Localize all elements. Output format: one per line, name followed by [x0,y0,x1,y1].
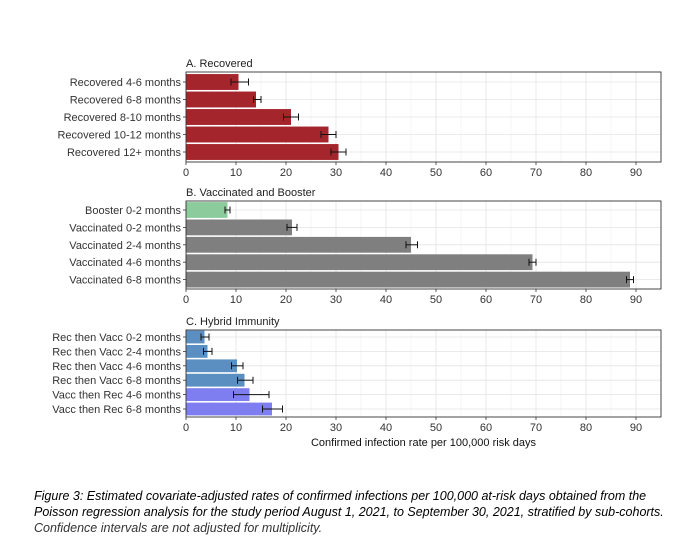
x-tick-label: 40 [380,422,392,434]
x-tick-label: 60 [480,167,492,179]
chart-panel-2: B. Vaccinated and Booster Booster 0-2 mon… [69,187,662,306]
y-tick-label: Recovered 4-6 months [70,77,182,89]
y-tick-label: Rec then Vacc 6-8 months [52,375,181,387]
chart-panel-1: A. Recovered Recovered 4-6 months Recovere… [57,58,662,179]
bar [186,402,272,416]
chart-panel-3: C. Hybrid Immunity Rec then Vacc 0-2 mont… [52,316,662,449]
x-tick-label: 30 [330,167,342,179]
bar [186,126,329,143]
x-tick-label: 70 [530,422,542,434]
panel-border [185,71,662,163]
x-tick-label: 60 [480,422,492,434]
bar [186,373,245,387]
panel-title: C. Hybrid Immunity [186,316,280,328]
panel-title: A. Recovered [186,58,253,70]
x-tick-label: 70 [530,167,542,179]
bar [186,91,256,108]
x-tick-label: 80 [580,167,592,179]
x-tick-label: 0 [183,422,189,434]
x-tick-label: 10 [230,294,242,306]
x-tick-label: 40 [380,167,392,179]
x-tick-label: 40 [380,294,392,306]
x-tick-label: 50 [430,167,442,179]
x-tick-label: 30 [330,294,342,306]
bar [186,109,291,125]
y-tick-label: Booster 0-2 months [85,205,181,217]
bar [186,359,237,373]
bar [186,271,630,288]
x-axis-label: Confirmed infection rate per 100,000 ris… [311,437,537,449]
x-tick-label: 0 [183,294,189,306]
bar [186,236,411,253]
y-tick-label: Vaccinated 4-6 months [69,257,181,269]
x-tick-label: 90 [630,294,642,306]
x-tick-label: 10 [230,167,242,179]
y-tick-label: Vaccinated 2-4 months [69,240,181,252]
bar [186,202,228,218]
x-tick-label: 10 [230,422,242,434]
y-tick-label: Recovered 10-12 months [57,130,181,142]
bar [186,254,533,271]
y-tick-label: Rec then Vacc 2-4 months [52,346,181,358]
panel-title: B. Vaccinated and Booster [186,187,316,199]
bar [186,345,208,358]
panel-border [185,200,662,290]
y-tick-label: Vaccinated 6-8 months [69,275,181,287]
panel-border [185,329,662,418]
caption-note: Confidence intervals are not adjusted fo… [34,521,323,535]
x-tick-label: 30 [330,422,342,434]
bar [186,330,205,344]
x-tick-label: 60 [480,294,492,306]
x-tick-label: 50 [430,422,442,434]
x-tick-label: 90 [630,167,642,179]
x-tick-label: 80 [580,294,592,306]
y-tick-label: Rec then Vacc 4-6 months [52,361,181,373]
y-tick-label: Vacc then Rec 6-8 months [52,404,181,416]
x-tick-label: 0 [183,167,189,179]
x-tick-label: 20 [280,422,292,434]
x-tick-label: 20 [280,167,292,179]
y-tick-label: Vaccinated 0-2 months [69,222,181,234]
x-tick-label: 50 [430,294,442,306]
x-tick-label: 80 [580,422,592,434]
figure-caption: Figure 3: Estimated covariate-adjusted r… [34,488,674,536]
y-tick-label: Recovered 12+ months [67,147,182,159]
bar [186,74,239,90]
y-tick-label: Rec then Vacc 0-2 months [52,332,181,344]
figure-chart: A. Recovered Recovered 4-6 months Recovere… [52,58,662,449]
x-tick-label: 20 [280,294,292,306]
caption-main: Figure 3: Estimated covariate-adjusted r… [34,489,664,519]
y-tick-label: Recovered 8-10 months [64,112,182,124]
y-tick-label: Vacc then Rec 4-6 months [52,390,181,402]
bar [186,219,292,236]
x-tick-label: 90 [630,422,642,434]
bar [186,144,339,160]
y-tick-label: Recovered 6-8 months [70,95,182,107]
panel-background [186,330,661,417]
x-tick-label: 70 [530,294,542,306]
